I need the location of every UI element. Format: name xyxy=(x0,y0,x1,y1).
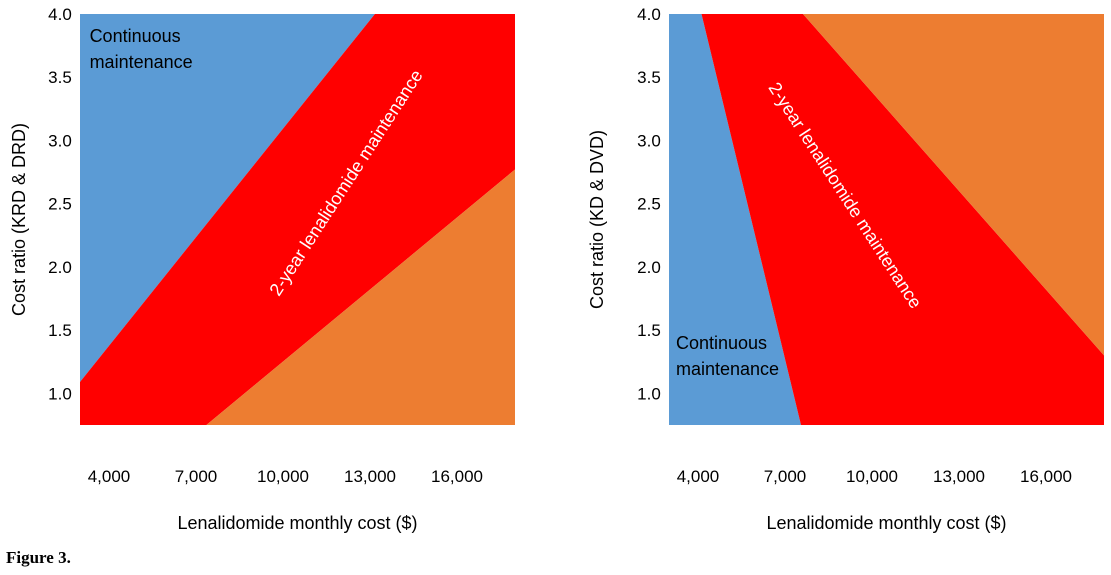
left-y-axis-label: Cost ratio (KRD & DRD) xyxy=(9,123,29,316)
right-x-tick-label: 16,000 xyxy=(1020,467,1072,486)
right-annotation-line: maintenance xyxy=(676,359,779,379)
right-annotation-continuous-maintenance: Continuous maintenance xyxy=(676,333,779,379)
right-region-third-option xyxy=(803,14,1104,356)
right-y-tick-label: 1.5 xyxy=(637,321,661,340)
right-y-tick-label: 3.5 xyxy=(637,68,661,87)
left-y-tick-label: 2.0 xyxy=(48,258,72,277)
left-region-third-option xyxy=(206,169,515,425)
left-y-tick-label: 4.0 xyxy=(48,5,72,24)
left-x-tick-label: 4,000 xyxy=(88,467,131,486)
right-y-tick-label: 1.0 xyxy=(637,384,661,403)
right-y-tick-label: 3.0 xyxy=(637,131,661,150)
left-y-tick-label: 2.5 xyxy=(48,195,72,214)
left-annotation-line: Continuous xyxy=(90,26,181,46)
left-x-tick-label: 16,000 xyxy=(431,467,483,486)
right-x-tick-label: 13,000 xyxy=(933,467,985,486)
right-region-2-year-lenalidomide-maintenance xyxy=(701,14,1104,425)
figure-caption: Figure 3. xyxy=(6,548,71,567)
left-y-tick-label: 3.5 xyxy=(48,68,72,87)
right-x-tick-label: 10,000 xyxy=(846,467,898,486)
left-y-tick-label: 3.0 xyxy=(48,131,72,150)
right-y-tick-label: 2.0 xyxy=(637,258,661,277)
right-y-tick-label: 4.0 xyxy=(637,5,661,24)
left-annotation-line: maintenance xyxy=(90,52,193,72)
right-x-axis-label: Lenalidomide monthly cost ($) xyxy=(766,513,1006,533)
chart-right: 1.0 1.5 2.0 2.5 3.0 3.5 4.0 4,000 7,000 10,000 13,… xyxy=(587,5,1104,533)
left-annotation-continuous-maintenance: Continuous maintenance xyxy=(90,26,193,72)
right-region-continuous-maintenance xyxy=(669,14,801,425)
left-y-tick-label: 1.0 xyxy=(48,384,72,403)
right-annotation-line: Continuous xyxy=(676,333,767,353)
left-x-axis-label: Lenalidomide monthly cost ($) xyxy=(177,513,417,533)
right-y-tick-label: 2.5 xyxy=(637,195,661,214)
left-region-continuous-maintenance xyxy=(80,14,375,425)
left-y-tick-label: 1.5 xyxy=(48,321,72,340)
chart-left: 1.0 1.5 2.0 2.5 3.0 3.5 4.0 4,000 7,000 10,000 13,… xyxy=(9,5,515,533)
right-y-axis-label: Cost ratio (KD & DVD) xyxy=(587,130,607,309)
left-x-tick-label: 10,000 xyxy=(257,467,309,486)
left-x-tick-label: 13,000 xyxy=(344,467,396,486)
right-x-tick-label: 4,000 xyxy=(677,467,720,486)
right-x-tick-label: 7,000 xyxy=(764,467,807,486)
left-region-2-year-lenalidomide-maintenance xyxy=(80,14,515,425)
left-x-tick-label: 7,000 xyxy=(175,467,218,486)
